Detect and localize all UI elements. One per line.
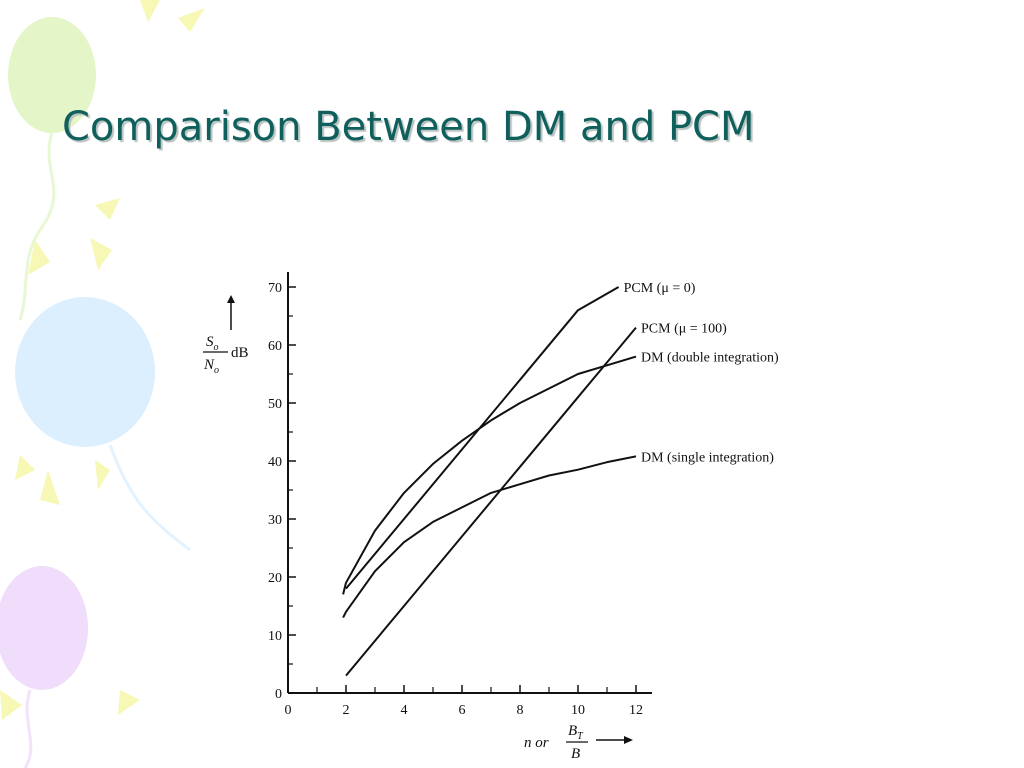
x-label-numerator: BT xyxy=(568,723,584,742)
y-tick-label: 60 xyxy=(268,339,282,354)
x-axis-label: n or BT B xyxy=(524,723,633,762)
series-label-1: PCM (μ = 0) xyxy=(624,281,696,296)
balloon-purple xyxy=(0,566,88,768)
y-tick-label: 70 xyxy=(268,281,282,296)
x-label-denominator: B xyxy=(571,746,580,762)
y-tick-label: 30 xyxy=(268,513,282,528)
y-label-denominator: No xyxy=(203,357,219,376)
series-line-3 xyxy=(342,355,637,595)
y-label-numerator-subscript: o xyxy=(214,342,219,353)
slide-title: Comparison Between DM and PCM xyxy=(62,104,755,150)
balloon-green xyxy=(8,17,96,321)
y-tick-label: 50 xyxy=(268,397,282,412)
x-label-text: n or xyxy=(524,735,549,751)
series-group: PCM (μ = 0) PCM (μ = 100) DM (double integ… xyxy=(342,281,779,677)
y-tick-label: 40 xyxy=(268,455,282,470)
x-tick-label: 4 xyxy=(401,703,408,718)
series-line-1 xyxy=(345,286,620,590)
y-label-numerator: So xyxy=(206,334,219,353)
series-label-4: DM (single integration) xyxy=(641,450,774,465)
y-tick-label: 10 xyxy=(268,629,282,644)
y-ticks: 0 10 20 30 40 50 60 70 xyxy=(268,281,296,702)
series-line-2 xyxy=(345,326,637,677)
chart-axes xyxy=(287,272,652,694)
x-tick-label: 10 xyxy=(571,703,585,718)
x-label-arrowhead xyxy=(624,736,633,744)
x-tick-label: 6 xyxy=(459,703,466,718)
series-line-4 xyxy=(342,455,637,619)
y-label-arrowhead xyxy=(227,295,235,303)
x-tick-label: 2 xyxy=(343,703,350,718)
x-tick-label: 0 xyxy=(285,703,292,718)
x-label-numerator-subscript: T xyxy=(577,731,584,742)
x-ticks: 0 2 4 6 8 10 12 xyxy=(285,685,643,718)
series-label-2: PCM (μ = 100) xyxy=(641,322,727,337)
y-tick-label: 20 xyxy=(268,571,282,586)
sun-ray xyxy=(0,0,205,720)
balloon-blue xyxy=(15,297,191,552)
x-tick-label: 8 xyxy=(517,703,524,718)
series-label-3: DM (double integration) xyxy=(641,351,779,366)
y-label-unit: dB xyxy=(231,345,249,361)
x-tick-label: 12 xyxy=(629,703,643,718)
y-tick-label: 0 xyxy=(275,687,282,702)
y-label-denominator-subscript: o xyxy=(214,365,219,376)
